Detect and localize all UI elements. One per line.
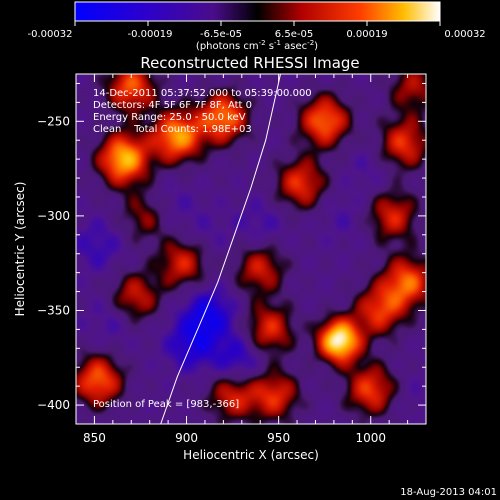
colorbar-tick-label: -0.00019 — [128, 29, 173, 40]
heatmap-image — [76, 74, 426, 424]
colorbar-tick-label: 0.00032 — [444, 29, 485, 40]
info-line: Clean Total Counts: 1.98E+03 — [93, 124, 252, 135]
info-line: 14-Dec-2011 05:37:52.000 to 05:39:00.000 — [93, 88, 312, 99]
y-tick-label: −300 — [37, 209, 70, 223]
solar-limb-curve — [160, 74, 281, 424]
x-tick-label: 900 — [175, 431, 198, 445]
info-line: Detectors: 4F 5F 6F 7F 8F, Att 0 — [93, 100, 252, 111]
heatmap — [76, 74, 426, 424]
chart-title: Reconstructed RHESSI Image — [140, 54, 359, 72]
y-tick-label: −350 — [37, 303, 70, 317]
axes: 850 900 950 1000 −250 −300 −350 −400 — [37, 74, 427, 445]
info-text: 14-Dec-2011 05:37:52.000 to 05:39:00.000… — [93, 88, 312, 410]
colorbar-tick-labels: -0.00032 -0.00019 -6.5e-05 6.5e-05 0.000… — [28, 29, 486, 40]
generation-timestamp: 18-Aug-2013 04:01 — [400, 487, 497, 498]
colorbar-tick-label: 6.5e-05 — [275, 29, 313, 40]
colorbar-tick-label: -6.5e-05 — [200, 29, 242, 40]
peak-position-label: Position of Peak = [983,-366] — [93, 399, 239, 410]
colorbar-unit-label: (photons cm-2 s-1 asec-2) — [196, 39, 318, 52]
info-line: Energy Range: 25.0 - 50.0 keV — [93, 112, 246, 123]
x-axis-label: Heliocentric X (arcsec) — [183, 448, 319, 462]
colorbar-tick-label: 0.00019 — [346, 29, 387, 40]
plot-frame — [75, 73, 427, 425]
x-tick-label: 1000 — [355, 431, 386, 445]
colorbar-ticks — [74, 21, 441, 26]
y-axis-label: Heliocentric Y (arcsec) — [13, 182, 27, 317]
x-tick-label: 850 — [83, 431, 106, 445]
y-tick-label: −400 — [37, 398, 70, 412]
colorbar-tick-label: -0.00032 — [28, 29, 73, 40]
x-tick-label: 950 — [267, 431, 290, 445]
colorbar — [74, 1, 441, 22]
y-tick-label: −250 — [37, 114, 70, 128]
